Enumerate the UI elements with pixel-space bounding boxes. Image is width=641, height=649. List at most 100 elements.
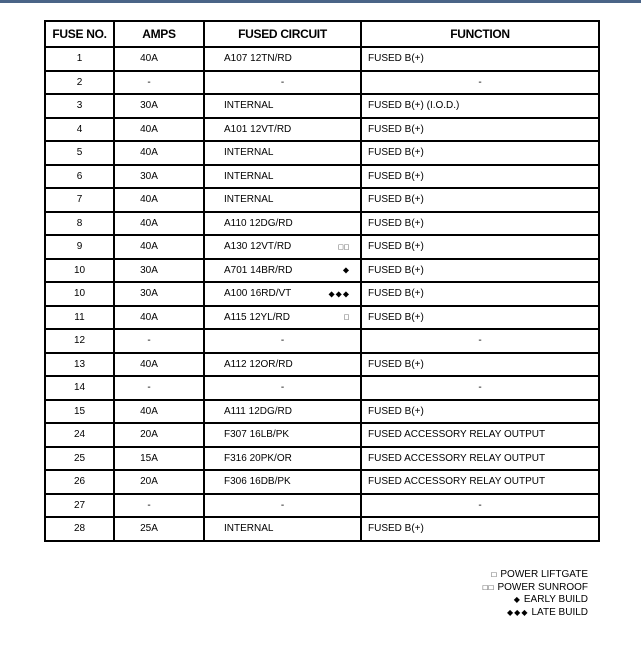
- function-cell: -: [360, 492, 600, 518]
- legend-item: □ POWER LIFTGATE: [470, 569, 588, 582]
- fused-circuit-cell-text: -: [280, 76, 285, 88]
- fuse-no-cell-text: 3: [76, 100, 83, 112]
- fuse-no-cell: 5: [44, 140, 115, 166]
- fused-circuit-cell: A111 12DG/RD: [203, 398, 362, 424]
- option-marker-icon: ◆◆◆: [328, 289, 350, 299]
- amps-cell-text: 15A: [140, 452, 158, 464]
- function-cell-text: FUSED B(+): [368, 53, 424, 65]
- fused-circuit-cell: A130 12VT/RD □□: [203, 234, 362, 260]
- fused-circuit-cell-text: A130 12VT/RD: [224, 241, 292, 253]
- amps-cell: 20A: [113, 469, 205, 495]
- legend-item: □□ POWER SUNROOF: [470, 582, 588, 595]
- fuse-no-cell: 26: [44, 469, 115, 495]
- table-row: 12 - - -: [44, 328, 600, 354]
- fused-circuit-cell-text: A101 12VT/RD: [224, 123, 292, 135]
- fuse-no-cell: 9: [44, 234, 115, 260]
- legend-symbol-icon: ◆: [513, 595, 521, 604]
- fused-circuit-cell: -: [203, 375, 362, 401]
- table-row: 10 30A A701 14BR/RD ◆ FUSED B(+): [44, 257, 600, 283]
- amps-cell-text: 40A: [140, 217, 158, 229]
- amps-cell-text: 40A: [140, 358, 158, 370]
- fused-circuit-cell: F316 20PK/OR: [203, 445, 362, 471]
- fuse-no-cell-text: 28: [73, 523, 86, 535]
- function-cell: FUSED B(+): [360, 351, 600, 377]
- function-cell: FUSED B(+): [360, 281, 600, 307]
- function-cell-text: -: [478, 335, 482, 347]
- amps-cell: 40A: [113, 304, 205, 330]
- fused-circuit-cell: A107 12TN/RD: [203, 46, 362, 72]
- fused-circuit-cell-text: A107 12TN/RD: [224, 53, 292, 65]
- fuse-no-cell-text: 10: [73, 288, 86, 300]
- amps-cell-text: -: [147, 382, 151, 394]
- fuse-no-cell-text: 4: [76, 123, 83, 135]
- amps-cell: -: [113, 375, 205, 401]
- fuse-no-cell: 6: [44, 163, 115, 189]
- table-row: 5 40A INTERNAL FUSED B(+): [44, 140, 600, 166]
- fuse-no-cell-text: 1: [76, 53, 83, 65]
- amps-cell-text: 40A: [140, 123, 158, 135]
- function-cell-text: FUSED ACCESSORY RELAY OUTPUT: [368, 429, 546, 441]
- fuse-no-cell-text: 25: [73, 452, 86, 464]
- fuse-no-cell: 1: [44, 46, 115, 72]
- fused-circuit-cell-text: INTERNAL: [224, 523, 274, 535]
- fuse-no-cell: 10: [44, 281, 115, 307]
- table-row: 2 - - -: [44, 69, 600, 95]
- function-cell: FUSED ACCESSORY RELAY OUTPUT: [360, 469, 600, 495]
- fuse-no-cell: 14: [44, 375, 115, 401]
- fuse-no-cell-text: 9: [76, 241, 83, 253]
- function-cell-text: -: [478, 499, 482, 511]
- fuse-no-cell-text: 6: [76, 170, 83, 182]
- fuse-no-cell-text: 14: [73, 382, 86, 394]
- fused-circuit-cell-text: A701 14BR/RD: [224, 264, 293, 276]
- amps-cell: 40A: [113, 140, 205, 166]
- function-cell-text: FUSED B(+): [368, 311, 424, 323]
- fused-circuit-cell-text: F306 16DB/PK: [224, 476, 291, 488]
- amps-cell: 20A: [113, 422, 205, 448]
- function-cell-text: FUSED B(+): [368, 217, 424, 229]
- legend-item: ◆ EARLY BUILD: [470, 594, 588, 607]
- amps-cell-text: -: [147, 499, 151, 511]
- fuse-no-cell-text: 24: [73, 429, 86, 441]
- amps-cell: 40A: [113, 351, 205, 377]
- amps-cell-text: 20A: [140, 429, 158, 441]
- fuse-no-cell: 7: [44, 187, 115, 213]
- function-cell: FUSED B(+): [360, 210, 600, 236]
- fused-circuit-cell-text: -: [280, 499, 285, 511]
- function-cell-text: FUSED B(+): [368, 358, 424, 370]
- fuse-no-cell-text: 15: [73, 405, 86, 417]
- function-cell: FUSED B(+): [360, 304, 600, 330]
- function-cell: FUSED B(+): [360, 46, 600, 72]
- fused-circuit-cell-text: INTERNAL: [224, 194, 274, 206]
- function-cell-text: FUSED B(+): [368, 123, 424, 135]
- function-cell: FUSED B(+): [360, 257, 600, 283]
- fused-circuit-cell-text: -: [280, 335, 285, 347]
- fuse-no-cell: 12: [44, 328, 115, 354]
- amps-cell: 30A: [113, 163, 205, 189]
- option-marker-icon: ◆: [342, 265, 350, 275]
- fused-circuit-cell-text: -: [280, 382, 285, 394]
- amps-cell-text: 40A: [140, 194, 158, 206]
- option-marker-icon: □: [344, 312, 350, 322]
- function-cell: FUSED B(+): [360, 116, 600, 142]
- amps-cell: -: [113, 492, 205, 518]
- table-row: 14 - - -: [44, 375, 600, 401]
- function-cell: -: [360, 69, 600, 95]
- fused-circuit-cell-text: F307 16LB/PK: [224, 429, 290, 441]
- function-cell-text: FUSED B(+): [368, 264, 424, 276]
- fuse-no-cell: 8: [44, 210, 115, 236]
- amps-cell: 40A: [113, 398, 205, 424]
- amps-cell: -: [113, 69, 205, 95]
- fuse-no-cell-text: 11: [74, 311, 85, 323]
- fuse-no-cell: 24: [44, 422, 115, 448]
- function-cell: FUSED B(+): [360, 398, 600, 424]
- fuse-no-cell: 3: [44, 93, 115, 119]
- fused-circuit-cell-text: F316 20PK/OR: [224, 452, 292, 464]
- header-fuse-no: FUSE NO.: [44, 20, 115, 48]
- table-row: 7 40A INTERNAL FUSED B(+): [44, 187, 600, 213]
- fused-circuit-cell: INTERNAL: [203, 163, 362, 189]
- fused-circuit-cell: A115 12YL/RD □: [203, 304, 362, 330]
- fused-circuit-cell: -: [203, 328, 362, 354]
- fuse-no-cell-text: 13: [73, 358, 86, 370]
- fused-circuit-cell-text: INTERNAL: [224, 100, 274, 112]
- function-cell-text: FUSED ACCESSORY RELAY OUTPUT: [368, 476, 546, 488]
